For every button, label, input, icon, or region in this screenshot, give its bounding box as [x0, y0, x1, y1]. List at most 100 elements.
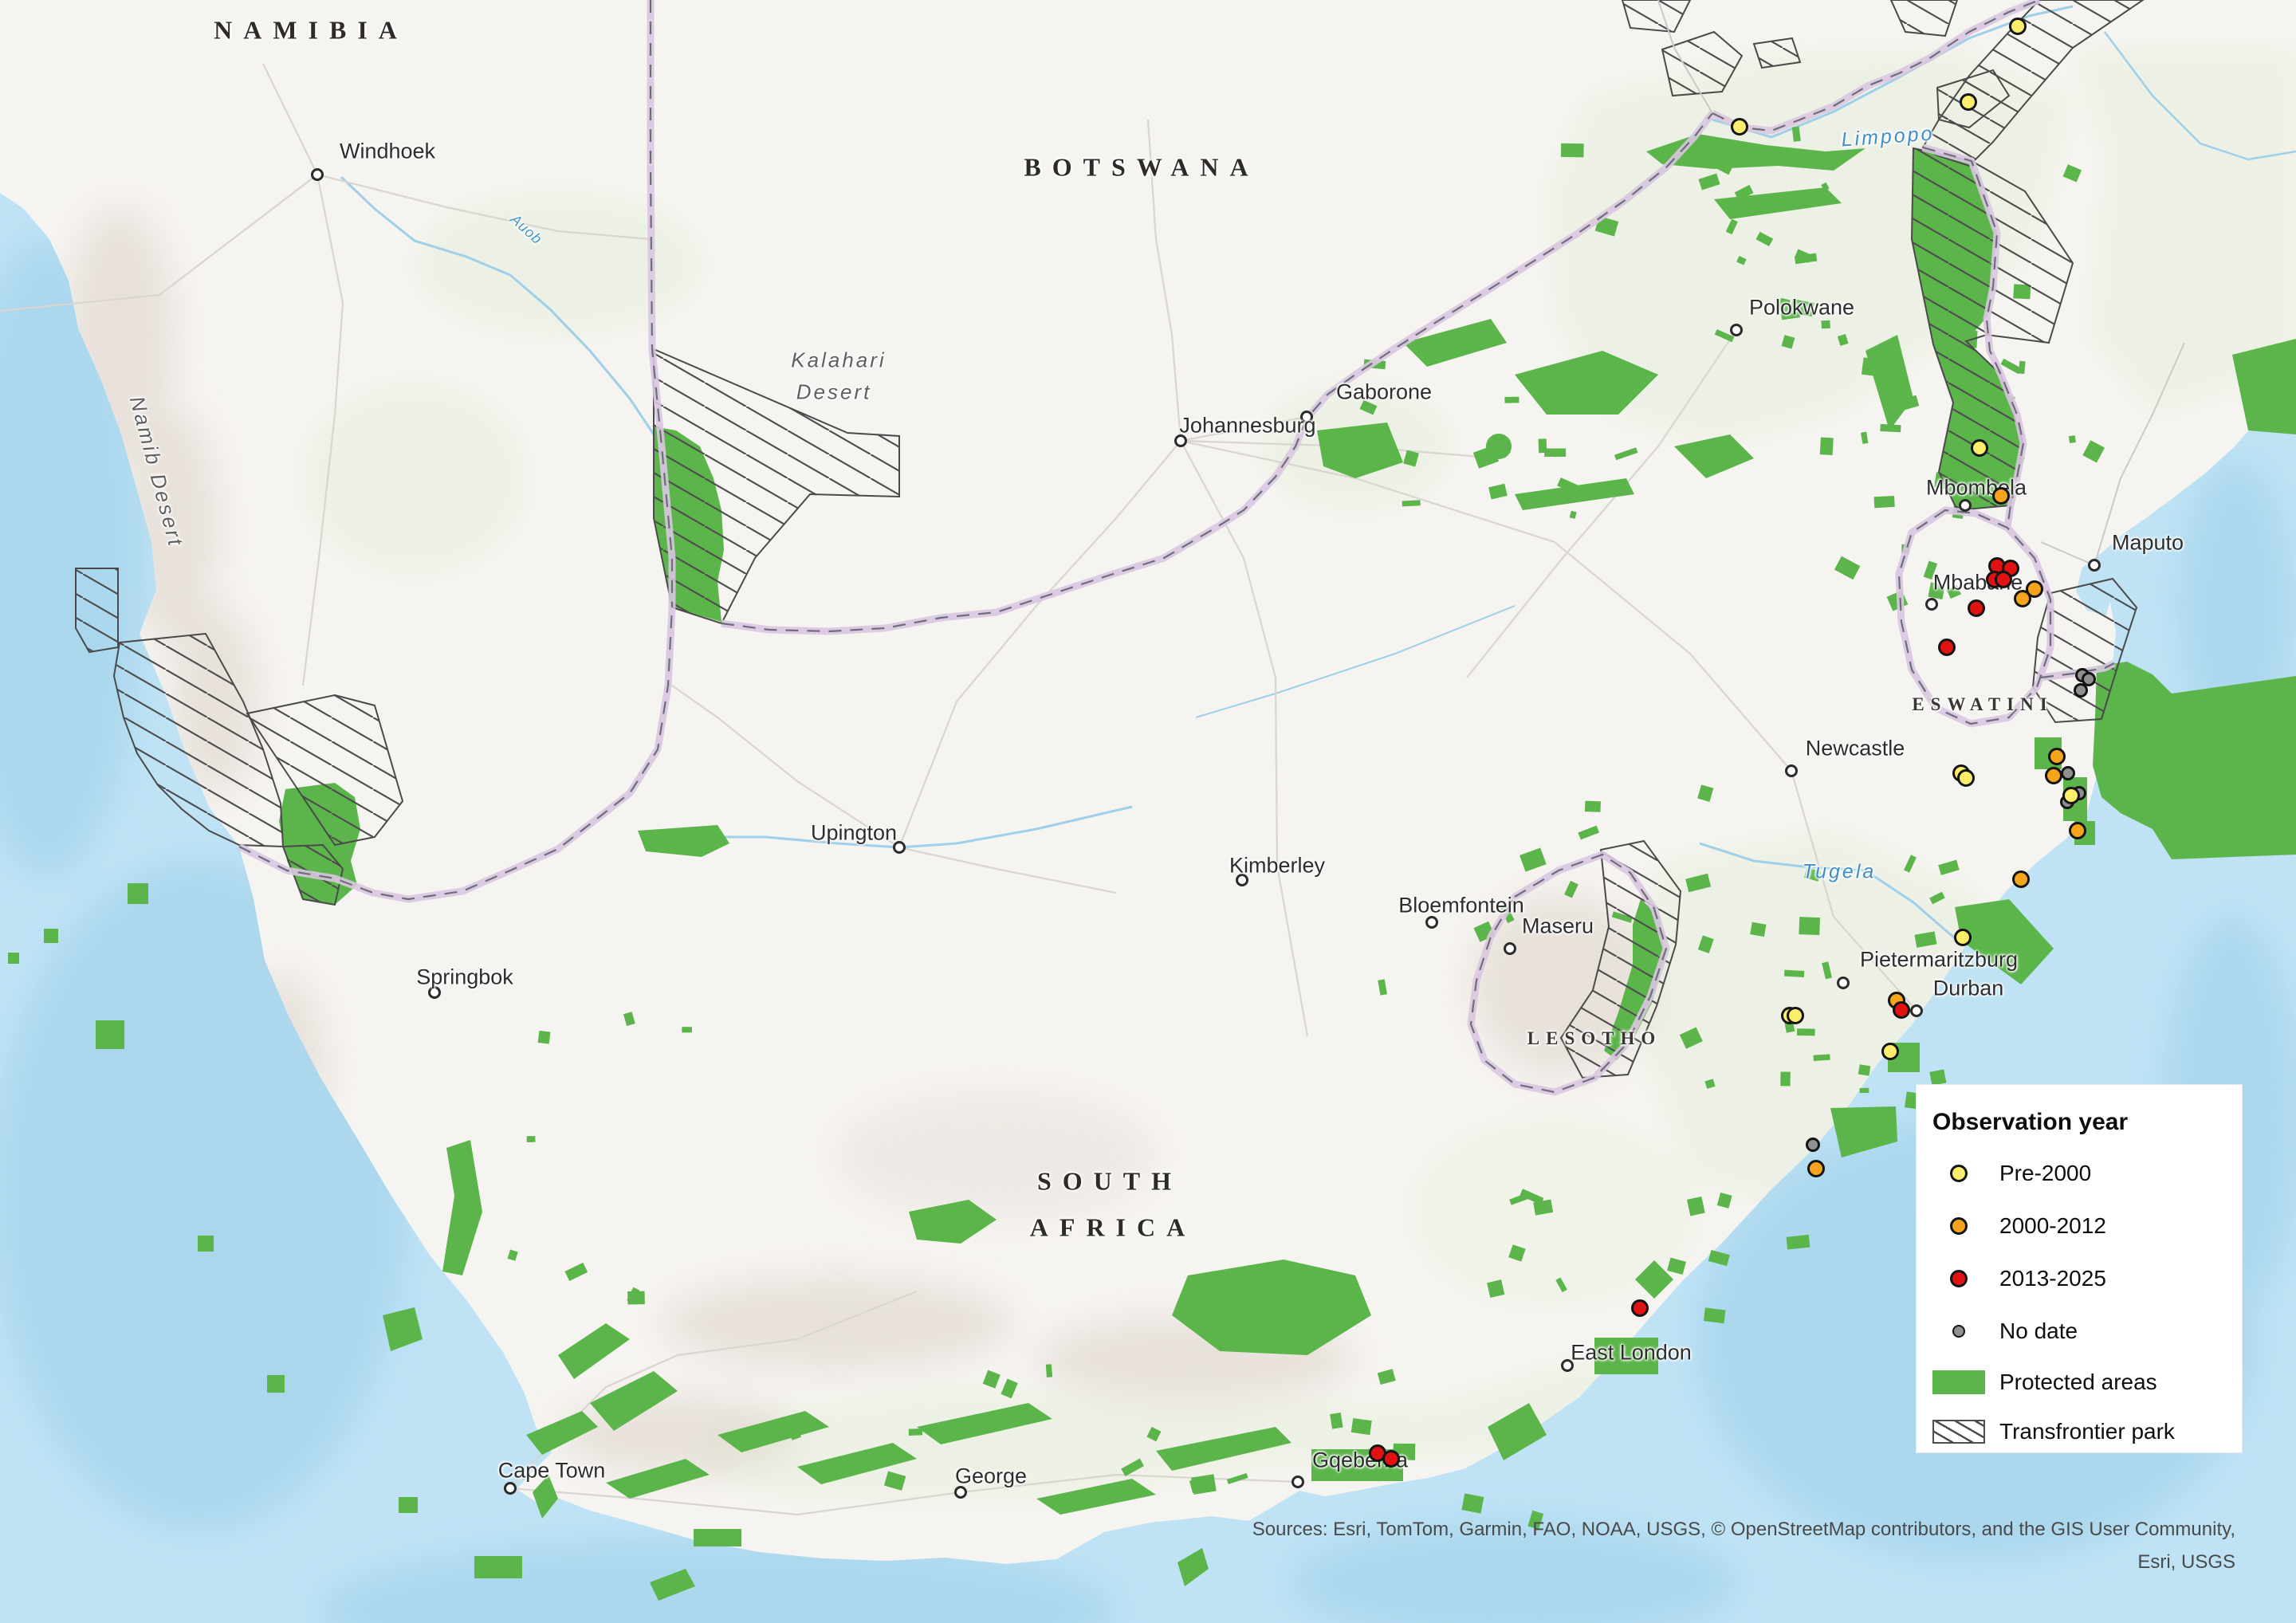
city-dot-maseru — [1504, 942, 1516, 955]
country-label-south: SOUTH — [1036, 1166, 1183, 1196]
legend-label-protected-areas: Protected areas — [1999, 1370, 2157, 1394]
observation-point-pre2000[interactable] — [1954, 929, 1972, 946]
observation-point-y2013_2025[interactable] — [1968, 599, 1985, 617]
legend-symbol-transfrontier-park — [1932, 1420, 1985, 1444]
observation-point-nodate[interactable] — [2082, 672, 2096, 686]
city-label-polokwane: Polokwane — [1748, 295, 1855, 320]
city-dot-durban — [1910, 1004, 1923, 1017]
observation-point-nodate[interactable] — [2074, 683, 2088, 698]
country-label-africa: AFRICA — [1029, 1212, 1197, 1242]
2013-2025-icon — [1950, 1270, 1968, 1287]
legend-symbol-protected-areas — [1932, 1370, 1985, 1394]
legend-item-protected-areas: Protected areas — [1932, 1358, 2242, 1407]
observation-point-y2000_2012[interactable] — [2048, 748, 2066, 765]
city-dot-george — [954, 1486, 967, 1499]
legend-symbol-no-date — [1932, 1325, 1985, 1338]
observation-point-y2013_2025[interactable] — [1893, 1001, 1910, 1019]
legend-label-2013-2025: 2013-2025 — [1999, 1266, 2106, 1291]
city-dot-polokwane — [1730, 324, 1743, 336]
observation-point-pre2000[interactable] — [1957, 769, 1975, 787]
observation-point-y2000_2012[interactable] — [1992, 487, 2010, 505]
city-dot-gqeberha — [1292, 1476, 1304, 1488]
observation-point-nodate[interactable] — [1806, 1138, 1820, 1152]
protected-areas-swatch-icon — [1932, 1370, 1985, 1394]
country-label-eswatini: ESWATINI — [1912, 694, 2054, 714]
observation-point-y2000_2012[interactable] — [2069, 822, 2086, 839]
region-label-namib-desert: Namib Desert — [124, 393, 189, 550]
legend-title: Observation year — [1932, 1109, 2129, 1135]
city-dot-kimberley — [1236, 874, 1248, 886]
observation-point-pre2000[interactable] — [1787, 1007, 1804, 1024]
city-dot-springbok — [428, 986, 441, 999]
city-label-maseru: Maseru — [1521, 914, 1594, 938]
city-dot-maputo — [2088, 559, 2101, 572]
legend-label-transfrontier-park: Transfrontier park — [1999, 1419, 2175, 1444]
city-dot-mbabane — [1925, 598, 1938, 611]
city-label-newcastle: Newcastle — [1805, 736, 1905, 760]
legend-symbol-2000-2012 — [1932, 1217, 1985, 1235]
region-label-desert: Desert — [796, 379, 872, 404]
observation-point-y2013_2025[interactable] — [1382, 1450, 1400, 1468]
river-label-auob: Auob — [507, 210, 546, 248]
city-dot-gaborone — [1300, 411, 1313, 423]
city-label-george: George — [954, 1464, 1028, 1488]
observation-point-y2000_2012[interactable] — [2012, 870, 2030, 888]
no-date-icon — [1952, 1325, 1965, 1338]
observation-point-nodate[interactable] — [2061, 766, 2075, 780]
river-label-limpopo: Limpopo — [1840, 122, 1936, 151]
observation-point-pre2000[interactable] — [2062, 787, 2080, 804]
observation-point-y2000_2012[interactable] — [1807, 1160, 1825, 1177]
attribution-line-1: Sources: Esri, TomTom, Garmin, FAO, NOAA… — [1252, 1519, 2235, 1540]
legend-item-no-date: No date — [1932, 1305, 2242, 1358]
city-dot-mbombela — [1959, 499, 1972, 512]
city-dot-pietermaritzburg — [1837, 977, 1850, 989]
observation-point-y2000_2012[interactable] — [2045, 767, 2062, 784]
city-dot-windhoek — [311, 168, 324, 181]
legend-item-2000-2012: 2000-2012 — [1932, 1200, 2242, 1252]
observation-point-y2013_2025[interactable] — [1938, 639, 1956, 656]
river-label-tugela: Tugela — [1802, 860, 1877, 883]
city-label-maputo: Maputo — [2111, 530, 2184, 555]
observation-point-y2000_2012[interactable] — [2014, 590, 2031, 607]
city-label-gaborone: Gaborone — [1335, 379, 1433, 404]
attribution-line-2: Esri, USGS — [2137, 1551, 2235, 1573]
city-label-mbombela: Mbombela — [1925, 475, 2027, 500]
country-label-lesotho: LESOTHO — [1527, 1028, 1662, 1048]
legend-symbol-pre-2000 — [1932, 1165, 1985, 1182]
observation-point-pre2000[interactable] — [1731, 118, 1748, 136]
legend-item-pre-2000: Pre-2000 — [1932, 1147, 2242, 1200]
legend-symbol-2013-2025 — [1932, 1270, 1985, 1287]
legend-label-2000-2012: 2000-2012 — [1999, 1213, 2106, 1238]
city-label-east-london: East London — [1571, 1340, 1692, 1365]
legend-items: Pre-2000 2000-2012 2013-2025 No date Protect… — [1932, 1147, 2242, 1456]
city-dot-bloemfontein — [1425, 916, 1438, 929]
legend-label-no-date: No date — [1999, 1318, 2078, 1343]
city-dot-johannesburg — [1174, 434, 1187, 447]
city-label-windhoek: Windhoek — [339, 139, 436, 163]
legend-label-pre-2000: Pre-2000 — [1999, 1161, 2092, 1185]
city-dot-upington — [893, 841, 906, 854]
legend-item-transfrontier-park: Transfrontier park — [1932, 1407, 2242, 1456]
observation-point-pre2000[interactable] — [1881, 1043, 1899, 1060]
transfrontier-parks-layer — [75, 0, 2145, 1079]
city-label-upington: Upington — [810, 820, 898, 845]
2000-2012-icon — [1950, 1217, 1968, 1235]
observation-point-pre2000[interactable] — [1971, 439, 1988, 457]
map-attribution: Sources: Esri, TomTom, Garmin, FAO, NOAA… — [1252, 1513, 2235, 1578]
country-label-namibia: NAMIBIA — [214, 15, 408, 45]
country-label-botswana: BOTSWANA — [1024, 152, 1260, 182]
city-dot-newcastle — [1785, 764, 1798, 777]
observation-point-pre2000[interactable] — [1960, 93, 1977, 111]
observation-point-pre2000[interactable] — [2009, 18, 2027, 35]
city-label-durban: Durban — [1932, 976, 2004, 1000]
city-dot-cape-town — [504, 1482, 517, 1495]
city-label-springbok: Springbok — [416, 965, 513, 989]
observation-point-y2013_2025[interactable] — [1631, 1299, 1649, 1317]
legend-item-2013-2025: 2013-2025 — [1932, 1252, 2242, 1305]
city-dot-east-london — [1561, 1359, 1574, 1372]
observation-point-y2013_2025[interactable] — [1995, 571, 2012, 588]
borders-layer — [239, 0, 2185, 1096]
